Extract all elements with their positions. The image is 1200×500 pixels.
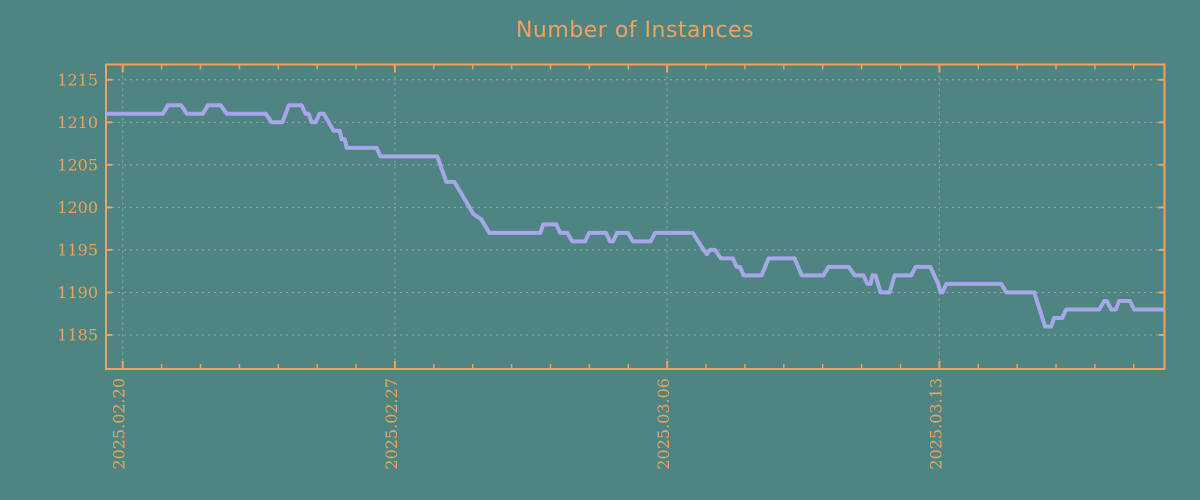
x-tick-label-2025.03.06: 2025.03.06: [654, 378, 673, 470]
y-tick-label-1215: 1215: [57, 70, 98, 89]
y-tick-label-1200: 1200: [57, 198, 98, 217]
y-tick-label-1195: 1195: [57, 240, 98, 259]
y-tick-label-1190: 1190: [57, 283, 98, 302]
series-line: [106, 103, 1165, 329]
plot-frame: [105, 63, 1166, 370]
x-tick-label-2025.02.27: 2025.02.27: [382, 378, 401, 470]
x-tick-label-2025.03.13: 2025.03.13: [926, 378, 945, 470]
y-tick-label-1185: 1185: [57, 325, 98, 344]
y-tick-label-1210: 1210: [57, 113, 98, 132]
x-tick-label-2025.02.20: 2025.02.20: [110, 378, 129, 470]
chart-title: Number of Instances: [515, 18, 755, 43]
y-tick-label-1205: 1205: [57, 155, 98, 174]
